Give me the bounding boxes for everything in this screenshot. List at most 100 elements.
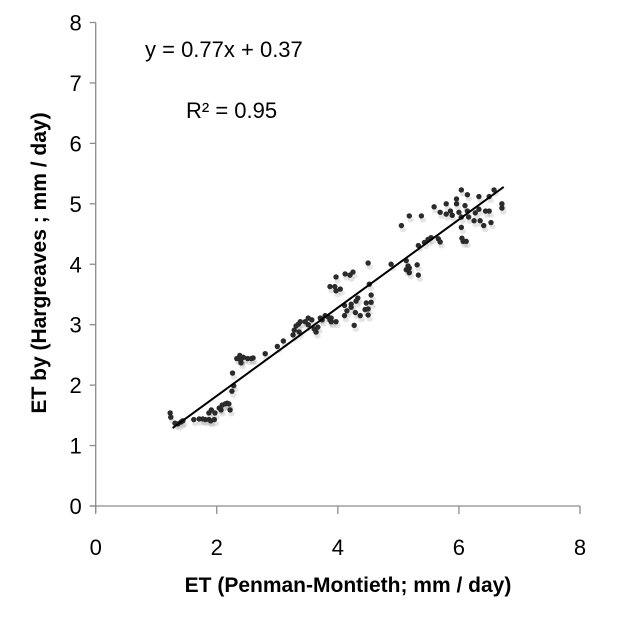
x-tick-label: 2 — [211, 535, 223, 560]
data-point-shadow — [416, 276, 424, 282]
data-point-shadow — [316, 328, 323, 334]
data-point-shadow — [407, 274, 414, 280]
data-point — [368, 299, 374, 306]
data-point — [211, 416, 218, 423]
data-point — [365, 312, 371, 318]
data-point — [313, 329, 319, 335]
data-point — [341, 312, 348, 319]
data-point-shadow — [176, 425, 183, 431]
data-point — [368, 292, 374, 298]
data-point-shadow — [454, 205, 462, 211]
data-point-shadow — [369, 303, 376, 309]
data-point-shadow — [477, 210, 484, 216]
data-point-shadow — [356, 299, 363, 305]
r-squared-label: R² = 0.95 — [186, 98, 277, 123]
data-point-shadow — [212, 420, 220, 427]
data-point — [388, 261, 394, 267]
data-point-shadow — [251, 359, 258, 365]
data-point-shadow — [203, 420, 210, 427]
trendline — [171, 186, 505, 429]
data-point-shadow — [342, 317, 350, 323]
data-point — [458, 224, 465, 231]
data-point — [463, 238, 469, 244]
data-point — [348, 304, 354, 310]
data-point — [352, 309, 359, 316]
data-point — [449, 212, 455, 218]
data-point — [458, 187, 465, 193]
data-point — [227, 407, 233, 413]
data-point — [477, 218, 483, 224]
data-point-shadow — [459, 191, 467, 197]
data-point — [296, 329, 302, 335]
data-point — [328, 318, 334, 325]
data-point — [290, 332, 296, 338]
data-point — [229, 370, 236, 376]
data-point-shadow — [334, 292, 341, 298]
data-point-shadow — [179, 423, 186, 429]
data-point-shadow — [459, 228, 467, 234]
data-point — [453, 196, 460, 202]
data-point — [456, 209, 462, 215]
data-point-shadow — [329, 323, 336, 329]
data-point — [437, 209, 443, 215]
data-point-shadow — [465, 196, 473, 202]
y-tick-label: 4 — [69, 252, 81, 277]
data-point — [333, 318, 339, 325]
data-point-shadow — [366, 316, 373, 322]
data-point — [332, 283, 338, 290]
data-point — [226, 401, 232, 407]
data-point-shadow — [348, 276, 355, 282]
data-point — [355, 295, 361, 301]
x-axis-title: ET (Penman-Montieth; mm / day) — [185, 574, 512, 597]
data-point — [481, 222, 487, 229]
data-point — [240, 354, 247, 361]
data-point — [406, 213, 412, 219]
data-point-shadow — [239, 364, 246, 370]
data-point-shadow — [489, 223, 496, 230]
x-tick-label: 8 — [574, 535, 586, 560]
data-point-shadow — [415, 266, 422, 272]
data-point — [208, 407, 215, 413]
data-point-shadow — [298, 323, 306, 329]
data-point — [365, 306, 371, 312]
data-point — [465, 214, 472, 220]
data-point-shadow — [351, 273, 358, 279]
data-point-shadow — [334, 323, 341, 329]
data-point — [418, 213, 425, 219]
y-tick-label: 0 — [69, 494, 81, 519]
data-point — [443, 211, 449, 217]
data-point-shadow — [228, 411, 235, 417]
data-point — [488, 219, 494, 226]
data-point — [229, 388, 235, 394]
data-point — [168, 414, 174, 420]
y-axis-title: ET by (Hargreaves ; mm / day) — [28, 112, 51, 413]
data-point-shadow — [444, 215, 451, 221]
x-tick-label: 0 — [90, 535, 102, 560]
data-point — [363, 300, 370, 306]
data-point — [291, 327, 297, 333]
data-point-shadow — [181, 422, 188, 428]
data-point — [499, 205, 505, 211]
data-point — [250, 355, 256, 361]
data-point-shadow — [487, 212, 494, 218]
data-point — [218, 407, 224, 413]
x-ticks: 0 2 4 6 8 — [90, 506, 586, 560]
x-tick-label: 6 — [453, 535, 465, 560]
data-point-shadow — [230, 392, 237, 398]
axes: 0 1 2 3 4 5 6 7 8 0 2 4 6 8 — [69, 11, 586, 561]
data-point-shadow — [249, 359, 256, 366]
data-point — [447, 208, 454, 214]
data-point-shadow — [354, 302, 361, 308]
data-point-shadow — [500, 209, 507, 215]
data-point-shadow — [459, 218, 467, 224]
trendline-equation: y = 0.77x + 0.37 — [145, 37, 303, 62]
data-point — [464, 192, 471, 198]
data-point — [365, 260, 371, 266]
data-point-shadow — [472, 222, 479, 228]
data-point-shadow — [328, 288, 335, 294]
data-point-shadow — [230, 374, 238, 380]
data-point-shadow — [432, 208, 439, 214]
data-point-shadow — [473, 214, 480, 220]
data-point — [315, 324, 321, 330]
